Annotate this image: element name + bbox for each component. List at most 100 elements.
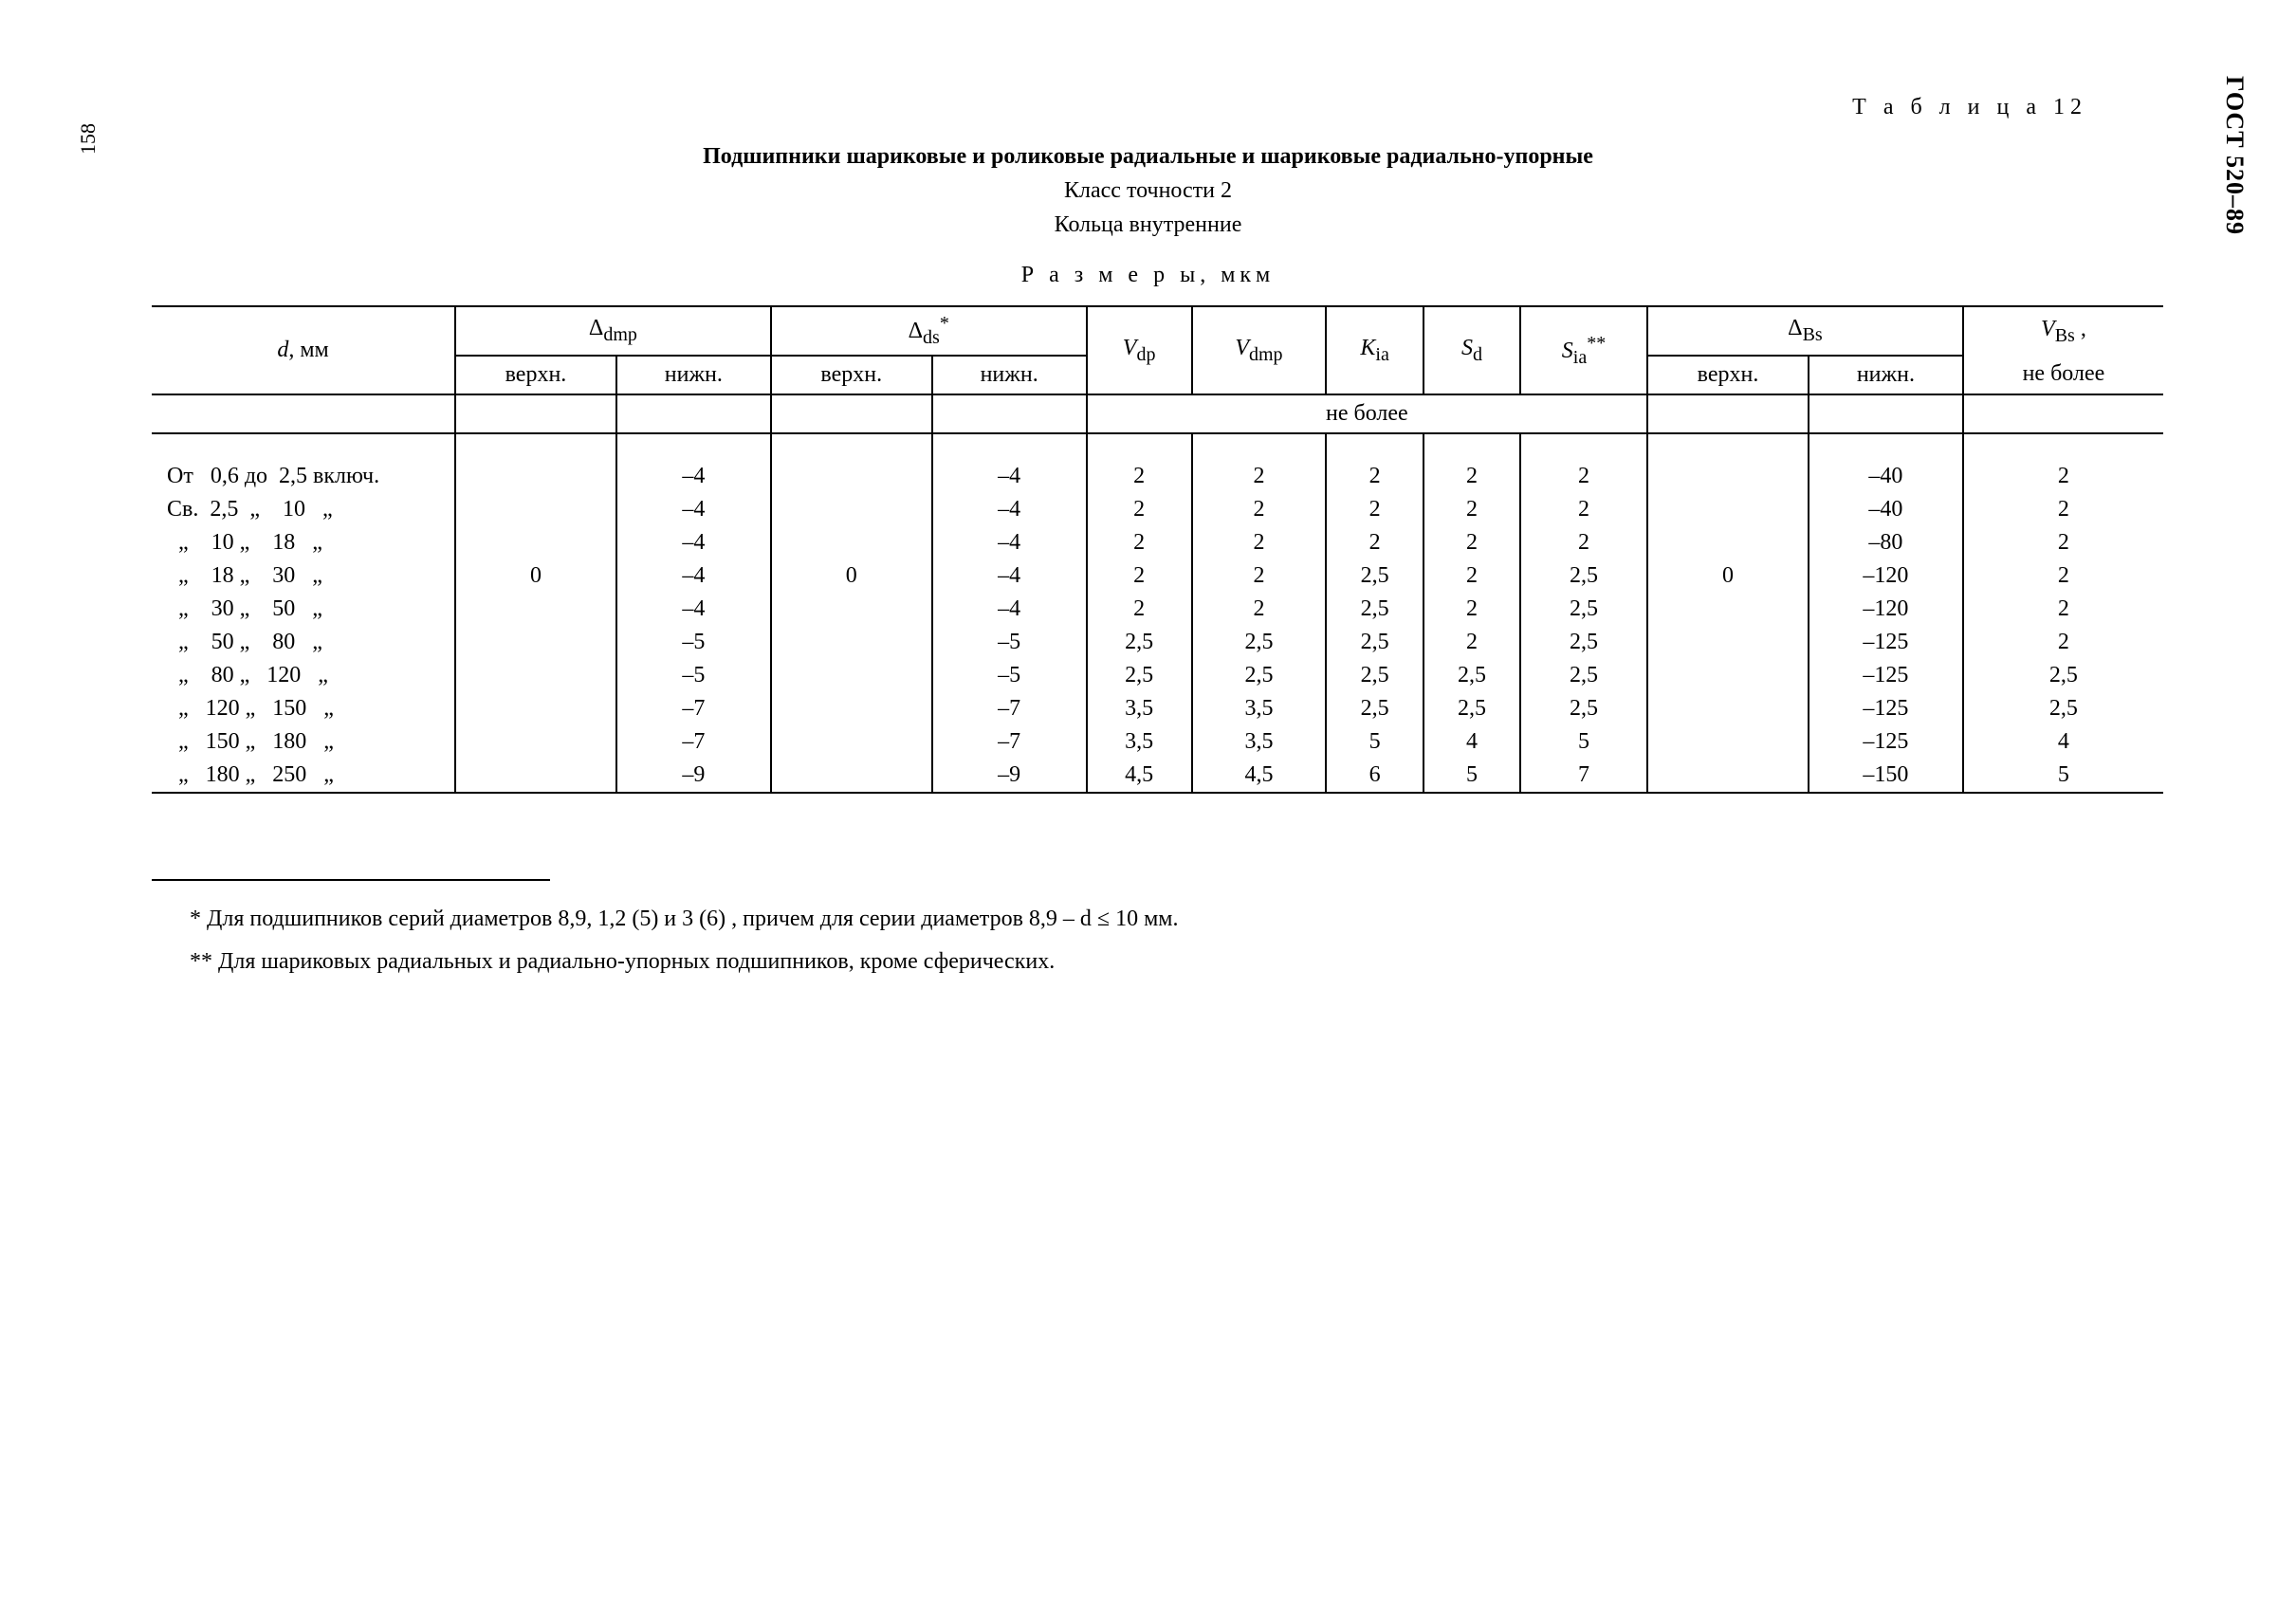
- vbs-cell: 2: [1963, 493, 2163, 526]
- bs-lower-cell: –80: [1809, 526, 1963, 559]
- dmp-upper-cell: [455, 626, 616, 659]
- sd-cell: 5: [1424, 759, 1520, 793]
- dmp-lower-cell: –9: [616, 759, 771, 793]
- kia-cell: 2,5: [1326, 692, 1424, 725]
- vdmp-cell: 3,5: [1192, 725, 1327, 759]
- table-row: „ 10 „ 18 „–4–422222–802: [152, 526, 2163, 559]
- vbs-cell: 5: [1963, 759, 2163, 793]
- table-row: „ 18 „ 30 „0–40–4222,522,50–1202: [152, 559, 2163, 593]
- sia-cell: 2,5: [1520, 593, 1647, 626]
- kia-cell: 2,5: [1326, 626, 1424, 659]
- sia-cell: 2: [1520, 460, 1647, 493]
- dmp-lower-cell: –4: [616, 526, 771, 559]
- bs-lower-cell: –125: [1809, 692, 1963, 725]
- bs-lower-cell: –125: [1809, 626, 1963, 659]
- bs-upper-cell: [1647, 460, 1809, 493]
- sd-cell: 2: [1424, 526, 1520, 559]
- footnote-2: ** Для шариковых радиальных и радиально-…: [190, 941, 2239, 984]
- kia-cell: 2: [1326, 460, 1424, 493]
- col-vbs-not-more: не более: [1963, 356, 2163, 394]
- ds-upper-cell: [771, 725, 932, 759]
- range-cell: „ 120 „ 150 „: [152, 692, 455, 725]
- dmp-lower-cell: –4: [616, 460, 771, 493]
- dmp-lower-cell: –4: [616, 493, 771, 526]
- table-body: От 0,6 до 2,5 включ.–4–422222–402Св. 2,5…: [152, 433, 2163, 793]
- bs-lower-cell: –40: [1809, 493, 1963, 526]
- vdp-cell: 2: [1087, 526, 1192, 559]
- col-bs-lower: нижн.: [1809, 356, 1963, 394]
- ds-lower-cell: –5: [932, 659, 1087, 692]
- vbs-cell: 2: [1963, 526, 2163, 559]
- table-row: Св. 2,5 „ 10 „–4–422222–402: [152, 493, 2163, 526]
- ds-lower-cell: –7: [932, 692, 1087, 725]
- sd-cell: 2: [1424, 593, 1520, 626]
- ds-upper-cell: [771, 659, 932, 692]
- col-kia: K: [1360, 336, 1375, 360]
- col-vbs: V: [2041, 317, 2055, 341]
- col-delta-bs: ΔBs: [1788, 316, 1823, 340]
- col-ds-upper: верхн.: [771, 356, 932, 394]
- table-subtitle-1: Класс точности 2: [57, 174, 2239, 208]
- bs-lower-cell: –125: [1809, 659, 1963, 692]
- dimensions-label: Р а з м е р ы, мкм: [57, 263, 2239, 288]
- kia-cell: 2,5: [1326, 593, 1424, 626]
- col-vdmp: V: [1235, 336, 1249, 360]
- bs-upper-cell: [1647, 526, 1809, 559]
- dmp-lower-cell: –5: [616, 659, 771, 692]
- vdmp-cell: 2,5: [1192, 659, 1327, 692]
- vdmp-cell: 3,5: [1192, 692, 1327, 725]
- footnote-rule: [152, 879, 550, 881]
- ds-lower-cell: –4: [932, 460, 1087, 493]
- range-cell: „ 80 „ 120 „: [152, 659, 455, 692]
- ds-upper-cell: [771, 759, 932, 793]
- col-dmp-upper: верхн.: [455, 356, 616, 394]
- col-ds-lower: нижн.: [932, 356, 1087, 394]
- vdp-cell: 2: [1087, 559, 1192, 593]
- bs-lower-cell: –120: [1809, 593, 1963, 626]
- sd-cell: 2: [1424, 493, 1520, 526]
- dmp-lower-cell: –5: [616, 626, 771, 659]
- table-row: „ 150 „ 180 „–7–73,53,5545–1254: [152, 725, 2163, 759]
- dmp-lower-cell: –4: [616, 559, 771, 593]
- ds-upper-cell: [771, 692, 932, 725]
- range-cell: „ 180 „ 250 „: [152, 759, 455, 793]
- dmp-lower-cell: –7: [616, 692, 771, 725]
- bs-lower-cell: –40: [1809, 460, 1963, 493]
- kia-cell: 2,5: [1326, 659, 1424, 692]
- sd-cell: 2,5: [1424, 692, 1520, 725]
- ds-upper-cell: [771, 526, 932, 559]
- ds-upper-cell: [771, 460, 932, 493]
- title-block: Подшипники шариковые и роликовые радиаль…: [57, 139, 2239, 242]
- col-d: d: [277, 338, 288, 362]
- ds-lower-cell: –4: [932, 593, 1087, 626]
- bs-upper-cell: [1647, 759, 1809, 793]
- dmp-lower-cell: –7: [616, 725, 771, 759]
- vdp-cell: 2,5: [1087, 626, 1192, 659]
- footnotes: * Для подшипников серий диаметров 8,9, 1…: [190, 898, 2239, 984]
- dmp-upper-cell: [455, 526, 616, 559]
- range-cell: „ 30 „ 50 „: [152, 593, 455, 626]
- sd-cell: 2,5: [1424, 659, 1520, 692]
- table-subtitle-2: Кольца внутренние: [57, 208, 2239, 242]
- col-delta-dmp: Δdmp: [589, 316, 637, 340]
- bs-upper-cell: [1647, 692, 1809, 725]
- vdmp-cell: 2,5: [1192, 626, 1327, 659]
- range-cell: „ 10 „ 18 „: [152, 526, 455, 559]
- col-not-more-span: не более: [1087, 394, 1647, 433]
- ds-lower-cell: –5: [932, 626, 1087, 659]
- kia-cell: 5: [1326, 725, 1424, 759]
- vdp-cell: 2,5: [1087, 659, 1192, 692]
- range-cell: „ 150 „ 180 „: [152, 725, 455, 759]
- vdmp-cell: 2: [1192, 559, 1327, 593]
- kia-cell: 2: [1326, 526, 1424, 559]
- page-number: 158: [76, 123, 101, 155]
- bs-upper-cell: [1647, 659, 1809, 692]
- dmp-upper-cell: [455, 725, 616, 759]
- range-cell: От 0,6 до 2,5 включ.: [152, 460, 455, 493]
- ds-lower-cell: –4: [932, 559, 1087, 593]
- dmp-upper-cell: [455, 692, 616, 725]
- table-row: „ 180 „ 250 „–9–94,54,5657–1505: [152, 759, 2163, 793]
- col-dmp-lower: нижн.: [616, 356, 771, 394]
- table-number-label: Т а б л и ц а 12: [57, 95, 2087, 120]
- ds-lower-cell: –4: [932, 493, 1087, 526]
